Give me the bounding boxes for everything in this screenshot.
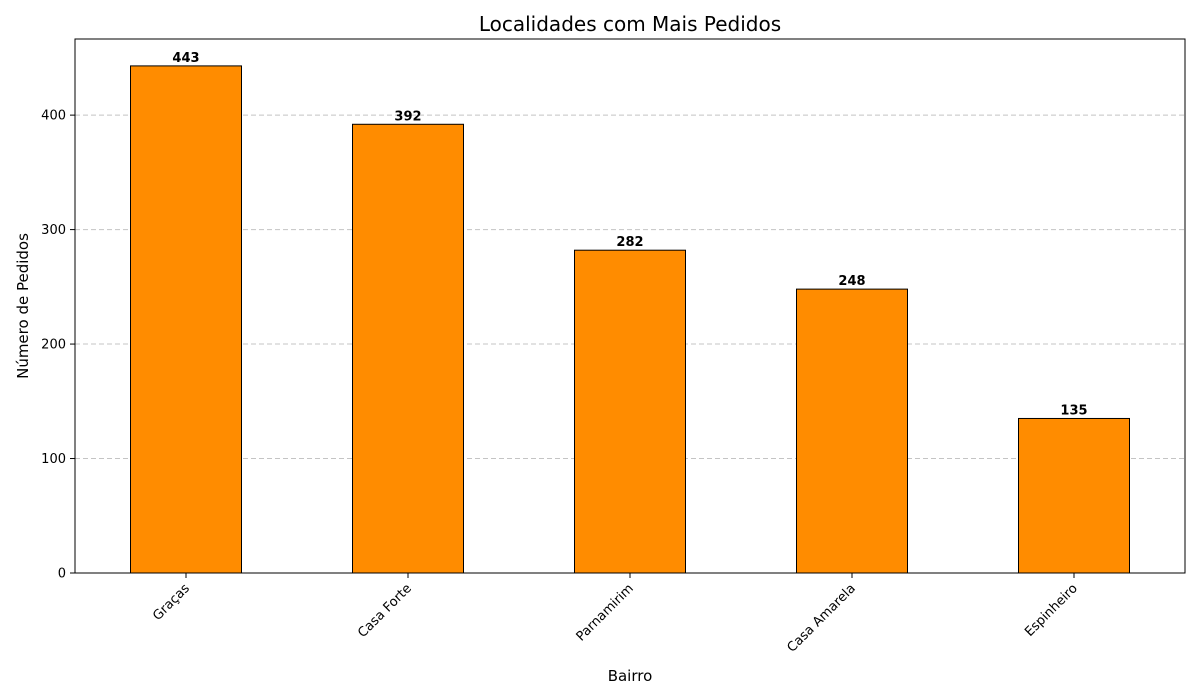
x-tick-label: Graças [150,581,193,624]
y-tick-label: 200 [41,338,66,353]
y-axis-label: Número de Pedidos [14,233,32,379]
bar [1018,417,1130,574]
data-label: 248 [838,274,865,289]
y-tick-label: 300 [41,223,66,238]
data-label: 135 [1060,403,1087,418]
x-tick-label: Casa Forte [355,581,415,641]
chart-title: Localidades com Mais Pedidos [479,12,781,36]
data-label: 282 [616,235,643,250]
y-axis: 0 100 200 300 400 [41,109,75,582]
data-labels: 443 392 282 248 135 [172,51,1087,419]
y-tick-label: 100 [41,452,66,467]
x-tick-label: Casa Amarela [785,581,859,655]
bar [352,123,464,574]
x-tick-label: Espinheiro [1022,581,1081,640]
bar [574,249,686,574]
data-label: 443 [172,51,199,66]
bar [796,288,908,574]
data-label: 392 [394,109,421,124]
y-tick-label: 400 [41,109,66,124]
y-tick-label: 0 [58,567,66,582]
x-axis-label: Bairro [608,667,653,685]
x-tick-label: Parnamirim [574,581,637,644]
x-axis: Graças Casa Forte Parnamirim Casa Amarela Es… [150,573,1081,656]
bar [130,65,242,574]
bars [130,65,1130,574]
